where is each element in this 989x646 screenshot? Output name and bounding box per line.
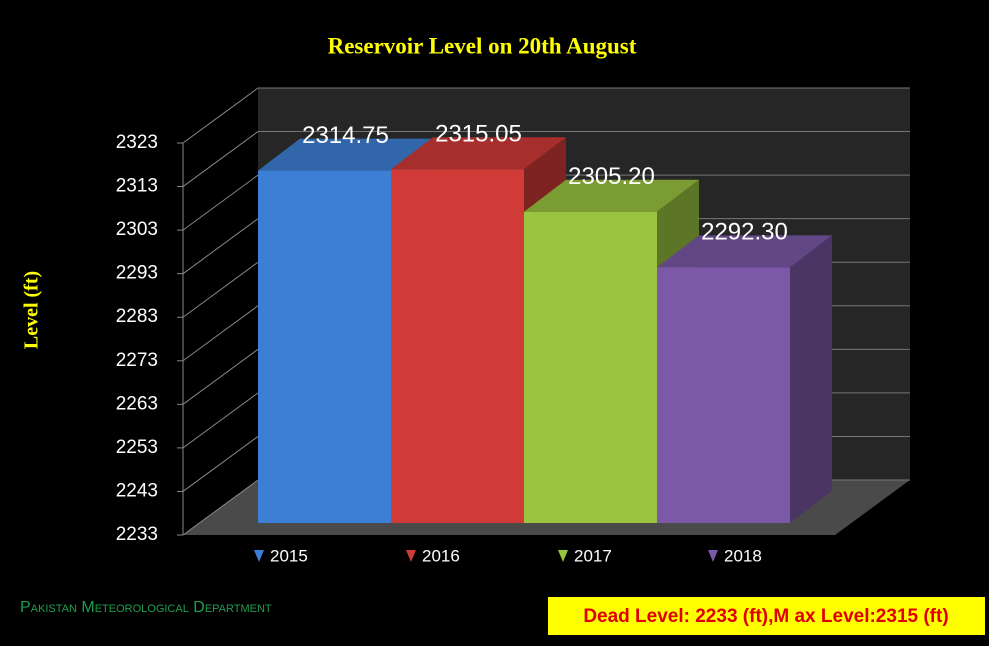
grid-line [182, 174, 259, 231]
data-label: 2315.05 [435, 121, 522, 148]
y-tick-label: 2293 [116, 263, 158, 284]
note: Dead Level: 2233 (ft),M ax Level:2315 (f… [583, 606, 948, 627]
chart-title: Reservoir Level on 20th August [328, 33, 637, 58]
y-tick-label: 2323 [116, 132, 158, 153]
bar-top [524, 179, 699, 212]
grid-line [182, 131, 259, 187]
legend-marker [708, 550, 718, 562]
y-axis-label: Level (ft) [21, 271, 43, 349]
bar [391, 169, 524, 524]
grid-line [182, 392, 259, 449]
bar-side [790, 235, 832, 523]
legend-marker [558, 550, 568, 562]
y-tick-label: 2233 [116, 524, 158, 545]
data-label: 2314.75 [302, 122, 389, 149]
y-tick-label: 2253 [116, 437, 158, 458]
y-tick-label: 2313 [116, 176, 158, 197]
bar-top [391, 137, 566, 170]
bar [258, 170, 391, 524]
legend-label: 2017 [574, 546, 612, 565]
bar [524, 211, 657, 523]
legend-marker [254, 550, 264, 562]
y-tick-label: 2263 [116, 393, 158, 414]
y-tick-label: 2303 [116, 219, 158, 240]
legend-marker [406, 550, 416, 562]
grid-line [182, 305, 259, 362]
y-tick-label: 2273 [116, 350, 158, 371]
grid-line [182, 436, 259, 492]
bar [657, 267, 790, 523]
y-tick-label: 2283 [116, 306, 158, 327]
legend-label: 2016 [422, 546, 460, 565]
source: Pakistan Meteorological Department [20, 599, 272, 616]
data-label: 2305.20 [568, 163, 655, 190]
grid-line [182, 479, 259, 536]
grid-line [182, 218, 259, 275]
grid-line [182, 348, 259, 405]
note-box [548, 597, 985, 635]
y-tick-label: 2243 [116, 480, 158, 501]
data-label: 2292.30 [701, 219, 788, 246]
legend-label: 2015 [270, 546, 308, 565]
plot: 2233 2243 2253 2263 2273 2283 2293 2303 2313 2323… [116, 87, 910, 565]
grid-line [182, 87, 259, 144]
bar-top [258, 138, 433, 171]
legend-label: 2018 [724, 546, 762, 565]
grid-line [182, 261, 259, 318]
bar-top [657, 235, 832, 268]
